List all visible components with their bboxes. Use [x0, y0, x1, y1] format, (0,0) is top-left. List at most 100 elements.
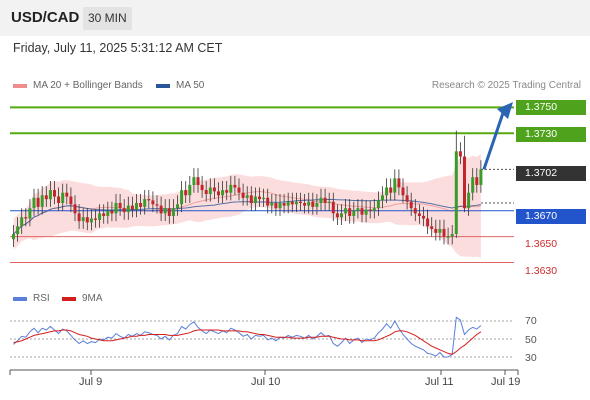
candle-up	[294, 201, 298, 205]
candle-up	[106, 210, 110, 216]
candle-up	[385, 187, 389, 196]
candle-down	[405, 195, 409, 202]
candle-down	[311, 201, 315, 207]
candle-up	[340, 213, 343, 218]
candle-down	[196, 177, 200, 185]
rsi-level-70: 70	[525, 315, 537, 327]
legend-ma50: MA 50	[156, 80, 204, 91]
candle-down	[434, 228, 438, 233]
candle-down	[258, 196, 261, 200]
candle-down	[331, 201, 335, 214]
candle-down	[274, 203, 278, 209]
candle-up	[20, 217, 24, 227]
candle-down	[217, 191, 220, 196]
candle-up	[143, 199, 147, 207]
candle-up	[61, 192, 65, 203]
candle-up	[48, 190, 52, 200]
candle-up	[344, 208, 348, 214]
forecast-arrow-shaft	[482, 112, 505, 170]
candle-down	[430, 226, 434, 229]
candle-up	[98, 213, 102, 220]
candle-down	[475, 177, 479, 185]
level-tag-1-3630: 1.3630	[525, 265, 558, 277]
candle-down	[122, 208, 126, 213]
x-label-jul10: Jul 10	[251, 376, 281, 388]
candle-down	[417, 213, 421, 216]
candle-up	[376, 200, 380, 209]
candle-up	[171, 208, 175, 216]
candle-down	[65, 192, 69, 197]
candle-up	[364, 209, 368, 215]
candle-up	[114, 203, 118, 214]
candle-down	[200, 184, 204, 191]
date-text: Friday, July 11, 2025 5:31:12 AM CET	[13, 41, 223, 55]
candle-up	[245, 195, 249, 198]
candle-down	[389, 187, 393, 193]
level-tag-1-3650: 1.3650	[525, 238, 558, 250]
candle-up	[278, 203, 282, 209]
candle-down	[44, 195, 48, 200]
level-tag-last: 1.3702	[516, 166, 586, 181]
candle-up	[319, 197, 323, 203]
ma9-label: 9MA	[82, 293, 103, 304]
candle-up	[315, 203, 319, 207]
candle-down	[110, 210, 114, 214]
candle-up	[450, 234, 454, 237]
level-tag-1-3730: 1.3730	[516, 127, 586, 142]
rsi-label: RSI	[33, 293, 50, 304]
candle-down	[442, 228, 446, 237]
candle-up	[352, 210, 356, 216]
candle-up	[192, 177, 196, 185]
candle-down	[266, 197, 270, 206]
bollinger-band	[13, 153, 481, 258]
candle-down	[139, 203, 143, 207]
candle-up	[307, 201, 311, 206]
candle-up	[253, 196, 257, 203]
ma20-label: MA 20 + Bollinger Bands	[33, 80, 143, 91]
candle-up	[40, 195, 44, 207]
candle-down	[118, 203, 122, 209]
candle-up	[89, 218, 93, 223]
candle-down	[147, 199, 151, 201]
candle-down	[237, 187, 241, 193]
candle-up	[270, 203, 274, 206]
candle-down	[155, 204, 159, 206]
candle-up	[208, 187, 212, 194]
candle-down	[249, 195, 253, 204]
legend-9ma: 9MA	[62, 293, 103, 304]
candle-down	[323, 197, 327, 203]
candle-up	[356, 208, 360, 211]
ma50-label: MA 50	[176, 80, 205, 91]
candle-up	[381, 195, 384, 201]
x-label-jul9: Jul 9	[79, 376, 103, 388]
candle-down	[73, 204, 77, 214]
candle-up	[393, 178, 397, 193]
candle-down	[463, 156, 466, 209]
legend-ma20: MA 20 + Bollinger Bands	[13, 80, 143, 91]
candle-down	[397, 178, 401, 188]
level-tag-1-3670: 1.3670	[516, 209, 586, 224]
candle-down	[360, 208, 364, 215]
candle-down	[233, 184, 237, 188]
candle-down	[368, 209, 372, 211]
candle-down	[422, 215, 425, 219]
candle-down	[348, 208, 352, 216]
candle-up	[28, 208, 32, 219]
candle-up	[135, 203, 138, 210]
candle-down	[335, 213, 339, 218]
forecast-arrow-head	[497, 102, 513, 119]
candle-down	[303, 203, 307, 206]
candle-down	[102, 213, 106, 216]
candle-up	[221, 190, 225, 196]
candle-up	[262, 197, 266, 200]
rsi-swatch	[13, 296, 27, 301]
candle-up	[176, 204, 179, 209]
candle-up	[467, 192, 471, 209]
candle-down	[159, 205, 163, 214]
candle-up	[327, 201, 331, 203]
candle-down	[57, 196, 61, 203]
candle-down	[401, 187, 405, 196]
timeframe-badge[interactable]: 30 MIN	[83, 7, 132, 30]
candle-up	[12, 234, 15, 240]
